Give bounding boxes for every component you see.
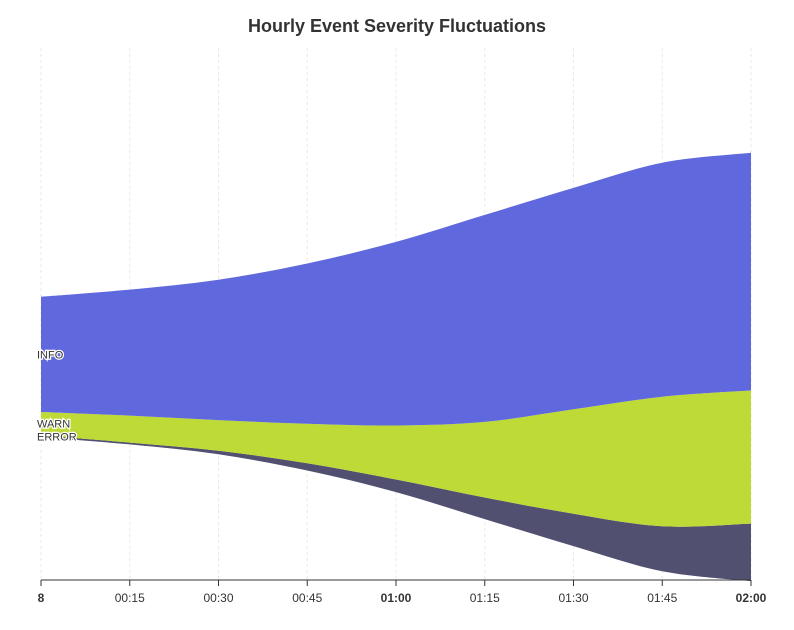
x-tick-label: 02:00 (736, 591, 767, 605)
stream-areas (41, 152, 751, 582)
x-tick-label: 01:00 (381, 591, 412, 605)
x-tick-label: 8 (38, 591, 45, 605)
chart-title: Hourly Event Severity Fluctuations (247, 16, 547, 36)
stream-label-error: ERROR (37, 431, 77, 443)
stream-area-error[interactable] (41, 435, 751, 582)
x-tick-label: 00:30 (203, 591, 233, 605)
stream-label-warn: WARN (37, 419, 70, 431)
stream-area-warn[interactable] (41, 390, 751, 527)
x-axis: 8 00:15 00:30 00:45 01:00 01:15 01:30 01:45 02:0… (38, 579, 767, 605)
stream-label-info: INFO (37, 349, 64, 361)
stream-area-info[interactable] (41, 152, 751, 426)
x-tick-label: 01:30 (558, 591, 588, 605)
x-tick-label: 01:15 (470, 591, 500, 605)
x-tick-label: 00:45 (292, 591, 322, 605)
x-tick-label: 00:15 (115, 591, 145, 605)
x-tick-label: 01:45 (647, 591, 677, 605)
